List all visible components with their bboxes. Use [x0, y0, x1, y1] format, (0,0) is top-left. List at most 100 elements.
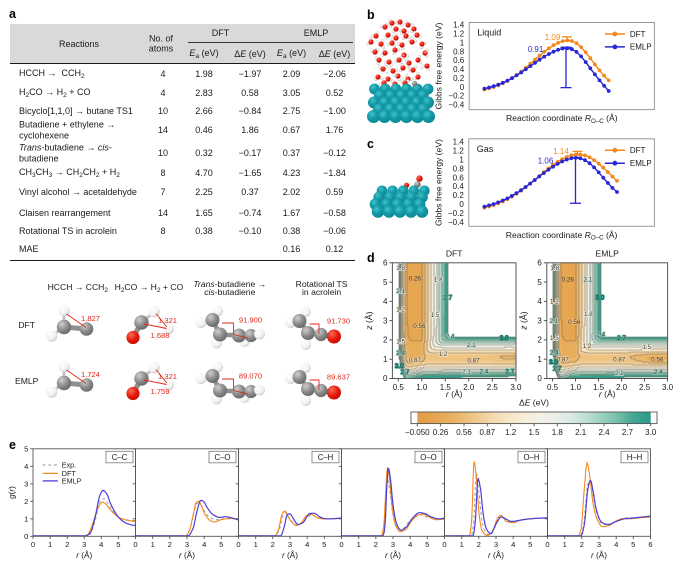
svg-text:0.87: 0.87	[557, 356, 570, 363]
svg-text:C–H: C–H	[318, 453, 334, 462]
svg-text:1.5: 1.5	[431, 312, 440, 319]
svg-text:r (Å): r (Å)	[446, 389, 463, 399]
svg-text:Gibbs free energy (eV): Gibbs free energy (eV)	[433, 139, 443, 226]
svg-text:2.7: 2.7	[617, 335, 626, 342]
svg-text:3.0: 3.0	[395, 363, 404, 370]
svg-text:1.5: 1.5	[396, 339, 405, 346]
svg-text:g(r): g(r)	[8, 486, 17, 499]
svg-text:0.87: 0.87	[409, 357, 422, 364]
svg-text:0: 0	[339, 540, 343, 549]
svg-text:3: 3	[24, 479, 28, 488]
svg-text:z (Å): z (Å)	[364, 311, 374, 330]
svg-text:6: 6	[537, 259, 542, 268]
svg-text:1: 1	[460, 540, 464, 549]
svg-text:1.827: 1.827	[81, 314, 100, 323]
svg-text:3.0: 3.0	[500, 335, 509, 342]
svg-text:1: 1	[460, 38, 465, 47]
svg-text:2.7: 2.7	[553, 366, 562, 373]
svg-text:1.4: 1.4	[453, 21, 465, 30]
svg-text:1.8: 1.8	[396, 265, 405, 272]
svg-text:2.4: 2.4	[654, 369, 663, 376]
svg-text:91.900: 91.900	[239, 316, 262, 325]
svg-text:4: 4	[537, 297, 542, 306]
svg-text:1.8: 1.8	[434, 276, 443, 283]
svg-text:r (Å): r (Å)	[282, 550, 298, 560]
svg-text:5: 5	[322, 540, 326, 549]
svg-text:1.5: 1.5	[550, 335, 559, 342]
svg-text:e: e	[9, 438, 16, 452]
svg-text:4: 4	[408, 540, 412, 549]
svg-text:1: 1	[459, 155, 464, 164]
svg-text:3: 3	[391, 540, 395, 549]
svg-text:5: 5	[219, 540, 223, 549]
svg-text:1.2: 1.2	[505, 428, 517, 437]
svg-text:r (Å): r (Å)	[488, 550, 504, 560]
svg-text:2: 2	[580, 540, 584, 549]
svg-text:2.5: 2.5	[639, 383, 651, 392]
svg-text:5: 5	[528, 540, 532, 549]
svg-text:3: 3	[383, 316, 388, 325]
svg-text:2: 2	[477, 540, 481, 549]
svg-text:1.5: 1.5	[440, 383, 452, 392]
svg-text:c: c	[367, 137, 374, 151]
svg-text:1: 1	[24, 514, 28, 523]
svg-text:2.1: 2.1	[396, 288, 405, 295]
svg-text:0: 0	[545, 540, 549, 549]
svg-text:r (Å): r (Å)	[599, 389, 616, 399]
svg-text:0.56: 0.56	[568, 319, 581, 326]
svg-text:1.2: 1.2	[583, 343, 592, 350]
svg-text:0.6: 0.6	[453, 56, 465, 65]
svg-text:0.8: 0.8	[453, 164, 465, 173]
svg-text:4: 4	[202, 540, 206, 549]
svg-text:3: 3	[494, 540, 498, 549]
svg-text:2: 2	[24, 497, 28, 506]
svg-text:1: 1	[383, 355, 388, 364]
svg-text:1.0: 1.0	[570, 383, 582, 392]
svg-text:−0.4: −0.4	[448, 218, 464, 227]
svg-text:5: 5	[631, 540, 635, 549]
svg-text:2: 2	[383, 336, 388, 345]
svg-text:EMLP: EMLP	[595, 249, 619, 259]
svg-text:1.5: 1.5	[593, 383, 605, 392]
svg-text:0.2: 0.2	[453, 191, 465, 200]
svg-text:O–H: O–H	[523, 453, 539, 462]
svg-text:r (Å): r (Å)	[385, 550, 401, 560]
svg-text:1.2: 1.2	[453, 146, 465, 155]
svg-text:1.06: 1.06	[538, 157, 554, 166]
svg-text:Liquid: Liquid	[477, 28, 501, 38]
svg-text:1.724: 1.724	[81, 370, 100, 379]
svg-text:0: 0	[24, 532, 28, 541]
svg-text:EMLP: EMLP	[630, 43, 652, 52]
svg-text:0: 0	[383, 374, 388, 383]
svg-text:Reaction coordinate RO–C (Å): Reaction coordinate RO–C (Å)	[506, 230, 618, 242]
svg-text:0.26: 0.26	[433, 428, 449, 437]
svg-text:2.4: 2.4	[480, 369, 489, 376]
svg-text:2.7: 2.7	[505, 369, 514, 376]
svg-text:1.8: 1.8	[552, 428, 564, 437]
svg-text:1.2: 1.2	[439, 351, 448, 358]
svg-text:1.759: 1.759	[150, 387, 169, 396]
svg-text:EMLP: EMLP	[630, 159, 652, 168]
svg-text:4: 4	[511, 540, 515, 549]
svg-text:3: 3	[288, 540, 292, 549]
svg-text:0.4: 0.4	[453, 182, 465, 191]
svg-text:r (Å): r (Å)	[591, 550, 607, 560]
svg-text:1: 1	[357, 540, 361, 549]
svg-text:Gibbs free energy (eV): Gibbs free energy (eV)	[434, 22, 444, 109]
svg-text:0: 0	[459, 200, 464, 209]
svg-text:1.5: 1.5	[642, 344, 651, 351]
svg-text:2: 2	[168, 540, 172, 549]
svg-text:0: 0	[460, 83, 465, 92]
svg-text:r (Å): r (Å)	[76, 550, 92, 560]
svg-text:2.1: 2.1	[584, 276, 593, 283]
svg-text:DFT: DFT	[446, 249, 463, 259]
svg-text:2.7: 2.7	[622, 428, 634, 437]
svg-text:C–O: C–O	[214, 453, 230, 462]
svg-text:0.2: 0.2	[453, 74, 465, 83]
svg-text:2: 2	[537, 336, 542, 345]
svg-text:5: 5	[537, 278, 542, 287]
svg-text:0.6: 0.6	[453, 173, 465, 182]
svg-text:3.0: 3.0	[596, 295, 605, 302]
svg-text:89.070: 89.070	[239, 372, 262, 381]
svg-text:C–C: C–C	[112, 453, 128, 462]
